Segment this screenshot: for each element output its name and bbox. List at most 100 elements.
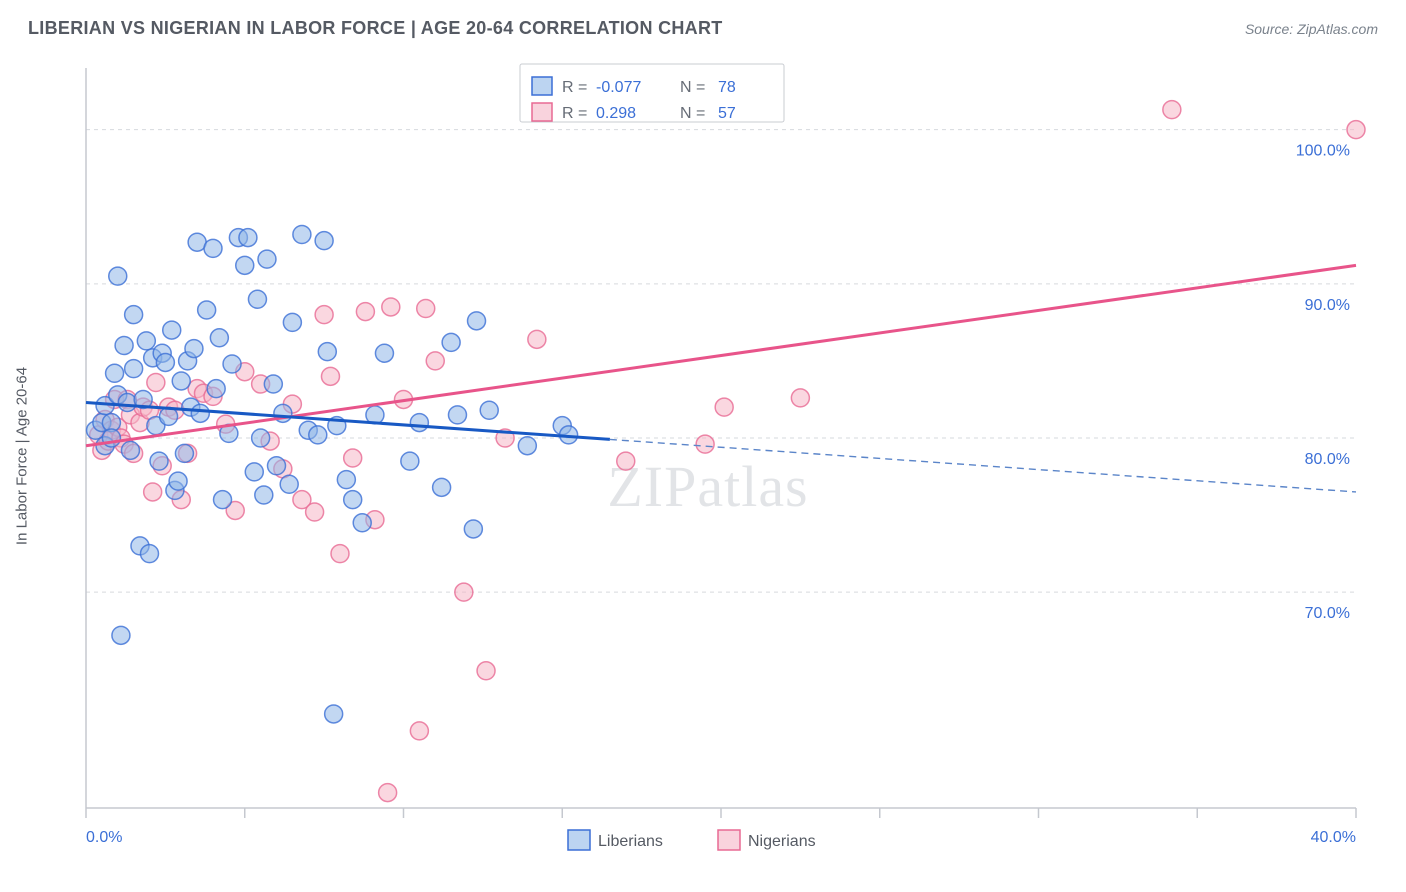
scatter-point-liberian (433, 478, 451, 496)
legend-n-label: N = (680, 79, 705, 96)
stats-legend-box (520, 64, 784, 122)
scatter-point-liberian (214, 491, 232, 509)
scatter-point-liberian (198, 301, 216, 319)
scatter-point-liberian (464, 520, 482, 538)
scatter-point-liberian (109, 267, 127, 285)
regression-line-nigerian (86, 265, 1356, 445)
y-axis-label: In Labor Force | Age 20-64 (14, 367, 31, 545)
scatter-point-liberian (293, 226, 311, 244)
scatter-point-liberian (518, 437, 536, 455)
scatter-point-liberian (410, 414, 428, 432)
scatter-point-nigerian (1347, 121, 1365, 139)
scatter-point-nigerian (696, 435, 714, 453)
scatter-point-nigerian (331, 545, 349, 563)
watermark: ZIPatlas (607, 454, 808, 519)
scatter-point-liberian (115, 337, 133, 355)
scatter-point-liberian (169, 472, 187, 490)
scatter-point-nigerian (617, 452, 635, 470)
scatter-point-liberian (223, 355, 241, 373)
scatter-point-liberian (252, 429, 270, 447)
scatter-point-nigerian (455, 583, 473, 601)
scatter-point-liberian (125, 306, 143, 324)
scatter-point-liberian (325, 705, 343, 723)
scatter-point-liberian (309, 426, 327, 444)
scatter-point-liberian (172, 372, 190, 390)
legend-n-label: N = (680, 105, 705, 122)
legend-series-label: Liberians (598, 833, 663, 850)
scatter-point-liberian (268, 457, 286, 475)
scatter-point-liberian (318, 343, 336, 361)
legend-r-label: R = (562, 79, 587, 96)
scatter-point-nigerian (321, 367, 339, 385)
legend-swatch (532, 103, 552, 121)
scatter-point-nigerian (426, 352, 444, 370)
scatter-point-liberian (315, 232, 333, 250)
legend-r-value: 0.298 (596, 105, 636, 122)
legend-swatch (532, 77, 552, 95)
scatter-point-nigerian (382, 298, 400, 316)
scatter-point-liberian (236, 256, 254, 274)
legend-swatch (568, 830, 590, 850)
scatter-point-liberian (264, 375, 282, 393)
scatter-point-nigerian (306, 503, 324, 521)
scatter-point-nigerian (315, 306, 333, 324)
legend-series-label: Nigerians (748, 833, 816, 850)
scatter-point-liberian (353, 514, 371, 532)
y-tick-label: 100.0% (1296, 143, 1350, 160)
scatter-point-nigerian (379, 784, 397, 802)
scatter-point-liberian (248, 290, 266, 308)
scatter-point-liberian (106, 364, 124, 382)
scatter-point-liberian (207, 380, 225, 398)
scatter-point-nigerian (356, 303, 374, 321)
scatter-point-nigerian (417, 300, 435, 318)
scatter-point-liberian (239, 229, 257, 247)
scatter-point-nigerian (410, 722, 428, 740)
scatter-point-liberian (185, 340, 203, 358)
scatter-point-liberian (468, 312, 486, 330)
scatter-point-liberian (401, 452, 419, 470)
scatter-point-liberian (448, 406, 466, 424)
scatter-point-liberian (344, 491, 362, 509)
scatter-point-liberian (245, 463, 263, 481)
scatter-point-nigerian (477, 662, 495, 680)
legend-swatch (718, 830, 740, 850)
scatter-point-nigerian (144, 483, 162, 501)
scatter-point-liberian (210, 329, 228, 347)
scatter-point-nigerian (528, 330, 546, 348)
scatter-point-liberian (137, 332, 155, 350)
scatter-point-liberian (141, 545, 159, 563)
scatter-point-nigerian (344, 449, 362, 467)
scatter-point-liberian (442, 333, 460, 351)
chart-svg: ZIPatlas R =-0.077N =78R =0.298N =57 Lib… (28, 56, 1378, 856)
x-tick-label: 0.0% (86, 829, 122, 846)
legend-r-value: -0.077 (596, 79, 641, 96)
scatter-point-liberian (255, 486, 273, 504)
scatter-point-liberian (191, 404, 209, 422)
scatter-point-nigerian (791, 389, 809, 407)
scatter-point-liberian (280, 475, 298, 493)
scatter-point-liberian (121, 441, 139, 459)
scatter-point-nigerian (147, 374, 165, 392)
scatter-point-liberian (204, 239, 222, 257)
legend-r-label: R = (562, 105, 587, 122)
scatter-point-liberian (118, 394, 136, 412)
scatter-point-nigerian (715, 398, 733, 416)
scatter-point-liberian (163, 321, 181, 339)
page-title: LIBERIAN VS NIGERIAN IN LABOR FORCE | AG… (28, 18, 723, 39)
x-tick-label: 40.0% (1311, 829, 1356, 846)
scatter-point-liberian (175, 444, 193, 462)
scatter-point-liberian (156, 353, 174, 371)
y-tick-label: 90.0% (1305, 297, 1350, 314)
scatter-point-liberian (480, 401, 498, 419)
scatter-point-liberian (375, 344, 393, 362)
scatter-point-liberian (125, 360, 143, 378)
scatter-point-liberian (150, 452, 168, 470)
scatter-point-liberian (258, 250, 276, 268)
scatter-point-liberian (337, 471, 355, 489)
y-tick-label: 80.0% (1305, 451, 1350, 468)
legend-n-value: 57 (718, 105, 736, 122)
scatter-point-nigerian (1163, 101, 1181, 119)
scatter-point-liberian (283, 313, 301, 331)
scatter-point-liberian (112, 626, 130, 644)
correlation-chart: In Labor Force | Age 20-64 ZIPatlas R =-… (28, 56, 1378, 856)
